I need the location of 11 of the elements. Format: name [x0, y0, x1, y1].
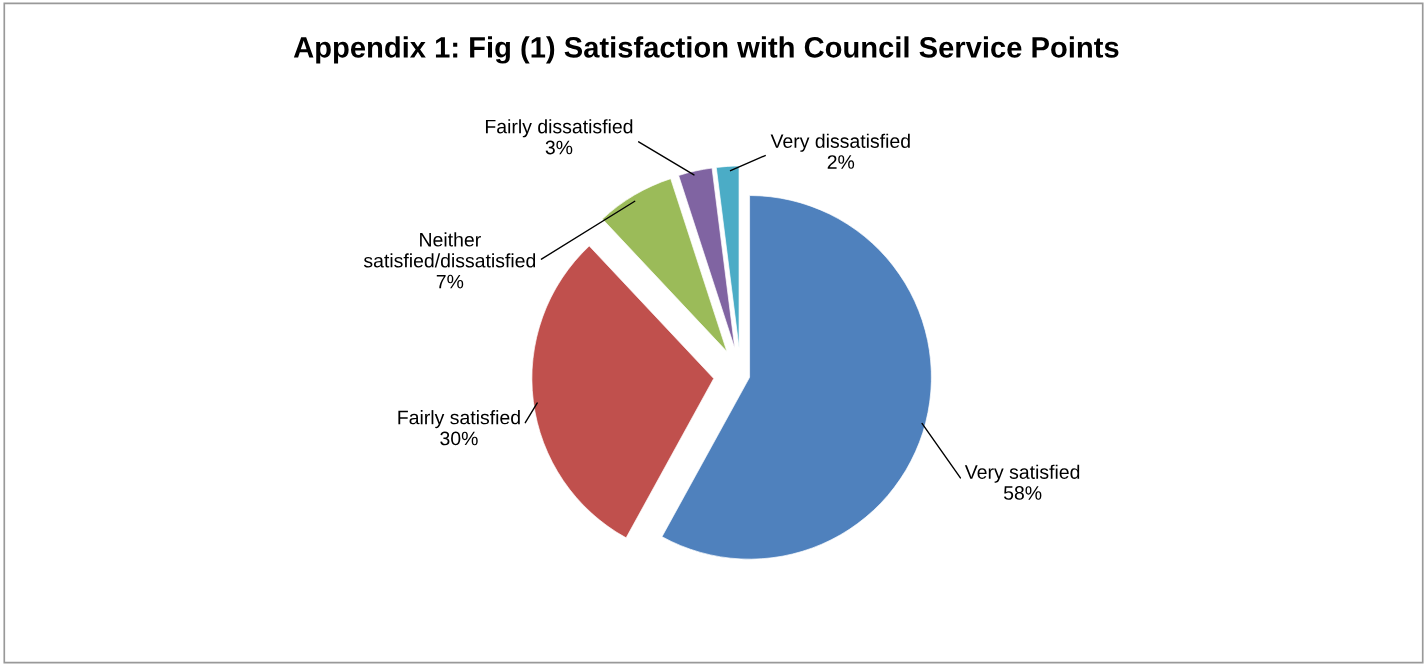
slice-label: Neither satisfied/dissatisfied: [363, 232, 536, 268]
slice-label: Very satisfied: [964, 464, 1080, 483]
chart-title: Appendix 1: Fig (1) Satisfaction with Council Service Points: [293, 36, 1119, 64]
slice-label: Fairly dissatisfied: [485, 119, 633, 138]
slice-label: Very dissatisfied: [770, 133, 910, 152]
data-label: 30%: [440, 431, 478, 446]
data-label: 58%: [1003, 486, 1042, 500]
data-label: 3%: [545, 140, 573, 155]
data-label: 2%: [827, 155, 855, 169]
data-label: 7%: [436, 274, 464, 289]
slice-label: Fairly satisfied: [398, 410, 520, 429]
